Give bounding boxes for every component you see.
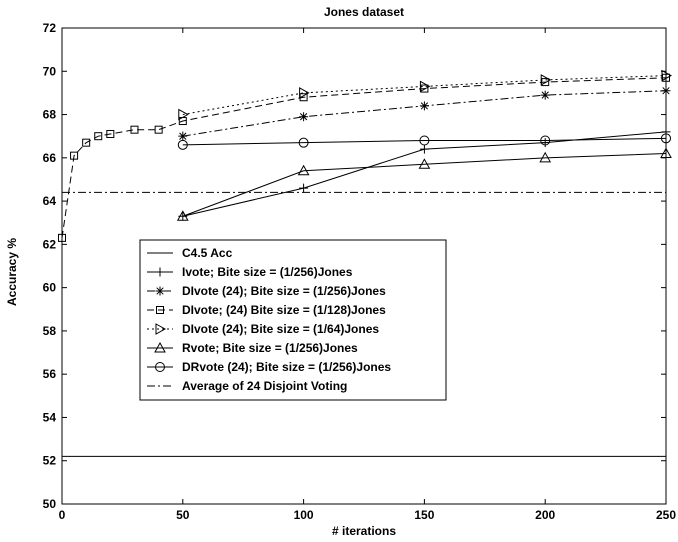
data-point bbox=[540, 90, 550, 100]
data-point bbox=[540, 135, 551, 146]
legend-label: C4.5 Acc bbox=[182, 246, 233, 260]
y-tick-label: 52 bbox=[43, 454, 57, 468]
y-tick-label: 60 bbox=[43, 281, 57, 295]
y-tick-label: 62 bbox=[43, 237, 57, 251]
legend-marker bbox=[155, 362, 165, 372]
y-tick-label: 64 bbox=[43, 194, 57, 208]
data-point bbox=[419, 135, 430, 146]
data-point bbox=[177, 139, 188, 150]
data-point bbox=[299, 183, 309, 193]
data-point bbox=[419, 80, 431, 93]
y-tick-label: 68 bbox=[43, 108, 57, 122]
series-line-3 bbox=[182, 90, 667, 137]
x-tick-label: 0 bbox=[59, 508, 66, 522]
series-line-5 bbox=[182, 75, 667, 116]
data-point bbox=[106, 130, 115, 139]
legend-label: DRvote (24); Bite size = (1/256)Jones bbox=[182, 360, 391, 374]
data-point bbox=[297, 164, 310, 176]
data-point bbox=[540, 74, 552, 86]
data-point bbox=[660, 147, 672, 158]
legend-marker bbox=[155, 267, 165, 277]
data-point bbox=[82, 138, 91, 147]
x-tick-label: 50 bbox=[176, 508, 190, 522]
y-tick-label: 72 bbox=[43, 21, 57, 35]
legend-label: DIvote (24); Bite size = (1/64)Jones bbox=[182, 322, 379, 336]
data-point bbox=[70, 151, 79, 160]
data-point bbox=[178, 131, 188, 141]
y-tick-label: 54 bbox=[43, 410, 57, 424]
y-tick-label: 66 bbox=[43, 151, 57, 165]
data-point bbox=[539, 151, 552, 163]
data-point bbox=[661, 86, 671, 96]
legend-marker bbox=[155, 286, 165, 296]
data-point bbox=[661, 69, 673, 82]
data-point bbox=[540, 138, 550, 148]
x-tick-label: 150 bbox=[414, 508, 434, 522]
y-tick-label: 50 bbox=[43, 497, 57, 511]
series-line-4 bbox=[61, 77, 667, 238]
data-point bbox=[419, 101, 429, 111]
legend-marker bbox=[156, 306, 164, 314]
x-tick-label: 100 bbox=[294, 508, 314, 522]
x-tick-label: 250 bbox=[656, 508, 676, 522]
legend-label: DIvote; (24) Bite size = (1/128)Jones bbox=[182, 303, 386, 317]
data-point bbox=[661, 133, 671, 144]
data-point bbox=[299, 87, 310, 99]
legend-marker bbox=[155, 323, 167, 335]
data-point bbox=[418, 158, 431, 169]
y-tick-label: 58 bbox=[43, 324, 57, 338]
data-point bbox=[419, 144, 429, 154]
y-axis-label: Accuracy % bbox=[5, 238, 19, 306]
data-point bbox=[58, 233, 66, 242]
legend-label: Ivote; Bite size = (1/256)Jones bbox=[182, 265, 353, 279]
plot-frame bbox=[61, 27, 667, 505]
legend: C4.5 Acc Ivote; Bite size = (1/256)Jones D… bbox=[139, 239, 447, 401]
data-point bbox=[298, 137, 309, 148]
y-tick-label: 70 bbox=[43, 64, 57, 78]
data-point bbox=[176, 210, 189, 221]
legend-label: DIvote (24); Bite size = (1/256)Jones bbox=[182, 284, 386, 298]
data-point bbox=[661, 127, 671, 137]
data-point bbox=[94, 132, 103, 141]
legend-marker bbox=[154, 341, 166, 353]
legend-label: Rvote; Bite size = (1/256)Jones bbox=[182, 341, 358, 355]
data-point bbox=[299, 112, 309, 122]
series-line-6 bbox=[182, 152, 667, 217]
y-tick-label: 56 bbox=[43, 367, 57, 381]
x-tick-label: 200 bbox=[535, 508, 555, 522]
legend-label: Average of 24 Disjoint Voting bbox=[182, 379, 347, 393]
x-axis-label: # iterations bbox=[332, 524, 396, 538]
data-point bbox=[130, 125, 139, 134]
series-line-7 bbox=[182, 137, 667, 146]
chart-title: Jones dataset bbox=[324, 5, 404, 19]
legend-box bbox=[139, 239, 447, 401]
data-point bbox=[154, 125, 163, 134]
data-point bbox=[178, 108, 189, 121]
